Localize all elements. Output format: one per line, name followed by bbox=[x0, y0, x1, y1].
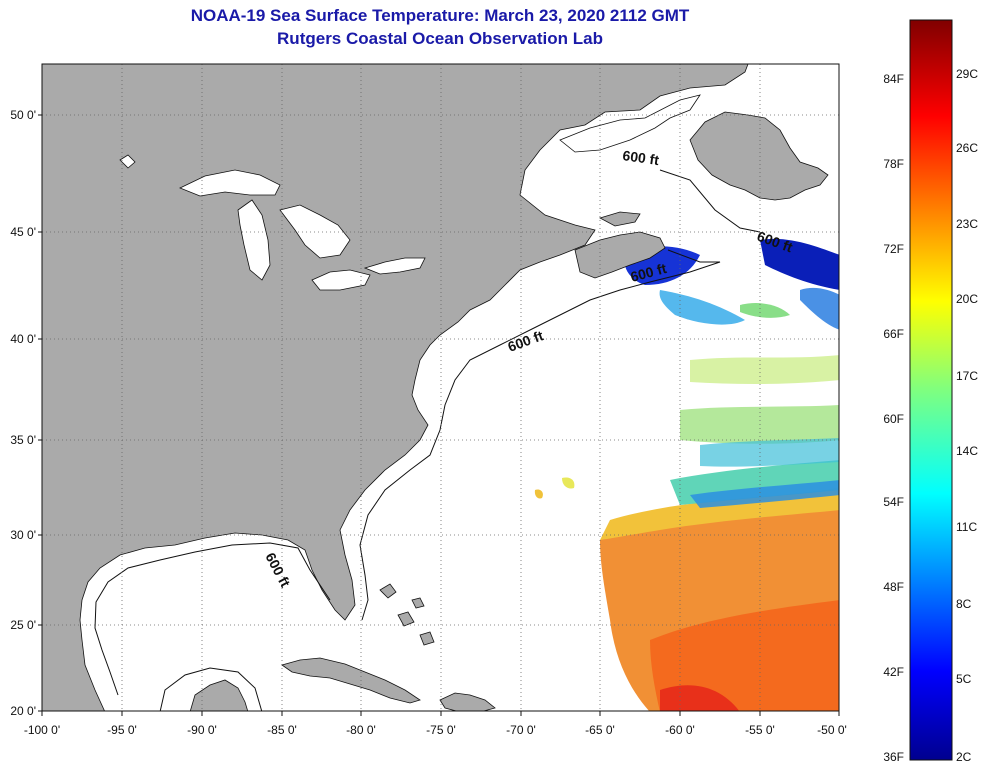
colorbar-c-label: 17C bbox=[956, 369, 978, 383]
y-axis: 50 0' 45 0' 40 0' 35 0' 30 0' 25 0' 20 0… bbox=[10, 108, 42, 718]
colorbar-f-label: 78F bbox=[883, 157, 904, 171]
colorbar-c-label: 20C bbox=[956, 292, 978, 306]
y-tick-label: 30 0' bbox=[10, 528, 36, 542]
colorbar-f-label: 54F bbox=[883, 495, 904, 509]
x-tick-label: -60 0' bbox=[665, 723, 695, 737]
colorbar-f-label: 60F bbox=[883, 412, 904, 426]
colorbar-f-label: 84F bbox=[883, 72, 904, 86]
map-title: NOAA-19 Sea Surface Temperature: March 2… bbox=[190, 6, 690, 25]
x-tick-label: -75 0' bbox=[426, 723, 456, 737]
y-tick-label: 40 0' bbox=[10, 332, 36, 346]
colorbar-f-label: 48F bbox=[883, 580, 904, 594]
colorbar-f-label: 66F bbox=[883, 327, 904, 341]
great-lakes bbox=[119, 94, 701, 291]
colorbar: 84F 78F 72F 66F 60F 54F 48F 42F 36F 29C … bbox=[883, 19, 978, 764]
x-tick-label: -95 0' bbox=[107, 723, 137, 737]
map-subtitle: Rutgers Coastal Ocean Observation Lab bbox=[277, 29, 603, 48]
colorbar-f-label: 42F bbox=[883, 665, 904, 679]
bathymetry-contour-600ft bbox=[94, 169, 761, 711]
x-tick-label: -55 0' bbox=[745, 723, 775, 737]
y-tick-label: 35 0' bbox=[10, 433, 36, 447]
sst-data-layer bbox=[534, 238, 839, 711]
y-tick-label: 45 0' bbox=[10, 225, 36, 239]
graticule bbox=[42, 64, 839, 711]
colorbar-c-label: 11C bbox=[956, 520, 977, 534]
x-axis: -100 0' -95 0' -90 0' -85 0' -80 0' -75 … bbox=[24, 711, 847, 737]
y-tick-label: 20 0' bbox=[10, 704, 36, 718]
colorbar-c-label: 2C bbox=[956, 750, 972, 764]
colorbar-c-label: 23C bbox=[956, 217, 978, 231]
colorbar-c-label: 29C bbox=[956, 67, 978, 81]
x-tick-label: -100 0' bbox=[24, 723, 60, 737]
x-tick-label: -90 0' bbox=[187, 723, 217, 737]
y-tick-label: 50 0' bbox=[10, 108, 36, 122]
colorbar-f-label: 72F bbox=[883, 242, 904, 256]
colorbar-f-label: 36F bbox=[883, 750, 904, 764]
colorbar-c-label: 8C bbox=[956, 597, 972, 611]
contour-label: 600 ft bbox=[622, 147, 661, 168]
colorbar-c-label: 26C bbox=[956, 141, 978, 155]
colorbar-c-label: 5C bbox=[956, 672, 972, 686]
x-tick-label: -85 0' bbox=[267, 723, 297, 737]
y-tick-label: 25 0' bbox=[10, 618, 36, 632]
x-tick-label: -65 0' bbox=[585, 723, 615, 737]
colorbar-c-label: 14C bbox=[956, 444, 978, 458]
land-layer bbox=[42, 64, 829, 711]
x-tick-label: -70 0' bbox=[506, 723, 536, 737]
colorbar-gradient bbox=[909, 19, 953, 761]
x-tick-label: -80 0' bbox=[346, 723, 376, 737]
x-tick-label: -50 0' bbox=[817, 723, 847, 737]
